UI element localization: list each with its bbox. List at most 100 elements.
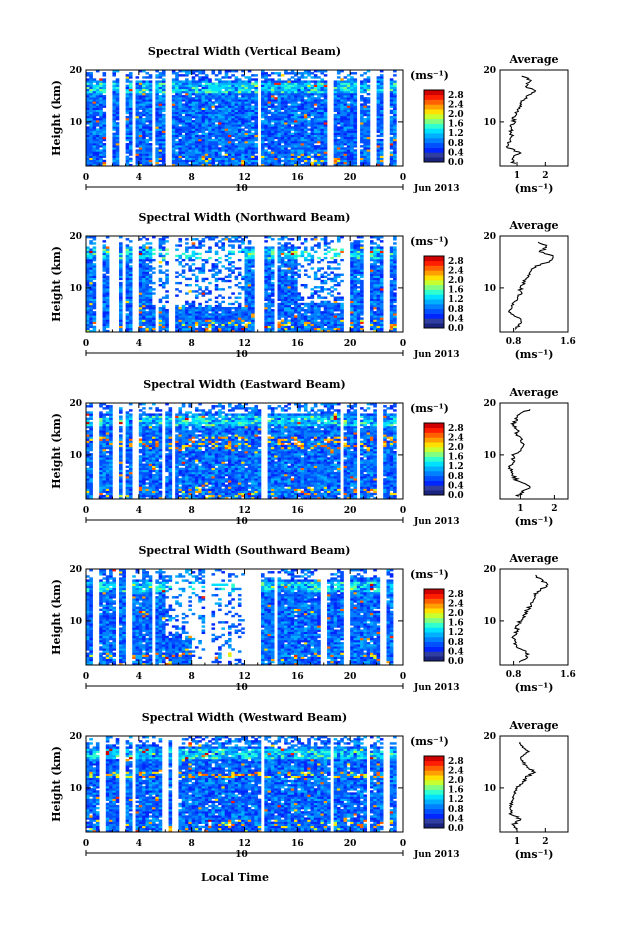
heatmap-cell [96, 105, 100, 107]
heatmap-cell [291, 101, 295, 103]
heatmap-cell [245, 126, 249, 128]
heatmap-cell [307, 101, 311, 103]
heatmap-cell [367, 122, 371, 124]
heatmap-cell [284, 105, 288, 107]
heatmap-cell [195, 103, 199, 105]
heatmap-cell [159, 97, 163, 99]
heatmap-cell [188, 151, 192, 153]
heatmap-cell [344, 133, 348, 135]
heatmap-cell [304, 72, 308, 74]
heatmap-cell [215, 271, 219, 273]
heatmap-cell [320, 158, 324, 160]
heatmap-cell [205, 288, 209, 290]
heatmap-cell [287, 158, 291, 160]
heatmap-cell [304, 93, 308, 95]
heatmap-cell [264, 72, 268, 74]
heatmap-cell [287, 105, 291, 107]
heatmap-cell [294, 89, 298, 91]
heatmap-cell [264, 91, 268, 93]
heatmap-cell [251, 257, 255, 259]
heatmap-cell [145, 126, 149, 128]
heatmap-cell [218, 118, 222, 120]
heatmap-cell [350, 162, 354, 164]
heatmap-cell [86, 151, 90, 153]
heatmap-cell [149, 276, 153, 278]
heatmap-cell [126, 137, 130, 139]
heatmap-cell [129, 116, 133, 118]
heatmap-cell [304, 315, 308, 317]
heatmap-cell [251, 255, 255, 257]
heatmap-cell [340, 110, 344, 112]
heatmap-cell [86, 319, 90, 321]
heatmap-cell [188, 105, 192, 107]
heatmap-cell [175, 126, 179, 128]
heatmap-cell [268, 311, 272, 313]
heatmap-cell [281, 246, 285, 248]
heatmap-cell [129, 122, 133, 124]
heatmap-cell [287, 101, 291, 103]
heatmap-cell [136, 122, 140, 124]
heatmap-cell [311, 80, 315, 82]
heatmap-cell [363, 156, 367, 158]
heatmap-cell [301, 253, 305, 255]
heatmap-cell [291, 114, 295, 116]
heatmap-cell [221, 131, 225, 133]
heatmap-cell [235, 83, 239, 85]
heatmap-cell [215, 297, 219, 299]
heatmap-cell [159, 139, 163, 141]
heatmap-cell [182, 110, 186, 112]
heatmap-cell [241, 286, 245, 288]
heatmap-cell [182, 122, 186, 124]
heatmap-cell [188, 83, 192, 85]
heatmap-cell [103, 249, 107, 251]
heatmap-cell [245, 267, 249, 269]
heatmap-cell [245, 87, 249, 89]
heatmap-cell [126, 156, 130, 158]
heatmap-cell [142, 162, 146, 164]
heatmap-cell [221, 122, 225, 124]
heatmap-cell [192, 322, 196, 324]
heatmap-cell [155, 116, 159, 118]
heatmap-cell [188, 122, 192, 124]
heatmap-cell [103, 80, 107, 82]
heatmap-cell [175, 103, 179, 105]
heatmap-cell [145, 131, 149, 133]
heatmap-cell [165, 322, 169, 324]
heatmap-cell [294, 303, 298, 305]
heatmap-cell [245, 149, 249, 151]
heatmap-cell [99, 87, 103, 89]
heatmap-cell [311, 91, 315, 93]
heatmap-cell [185, 292, 189, 294]
heatmap-cell [291, 317, 295, 319]
heatmap-cell [218, 91, 222, 93]
heatmap-cell [294, 249, 298, 251]
heatmap-cell [231, 271, 235, 273]
heatmap-cell [231, 328, 235, 330]
heatmap-cell [344, 80, 348, 82]
heatmap-cell [86, 315, 90, 317]
heatmap-cell [294, 301, 298, 303]
heatmap-cell [301, 145, 305, 147]
heatmap-cell [291, 238, 295, 240]
heatmap-cell [334, 118, 338, 120]
heatmap-cell [142, 319, 146, 321]
heatmap-cell [112, 124, 116, 126]
heatmap-cell [145, 265, 149, 267]
heatmap-cell [142, 108, 146, 110]
heatmap-cell [221, 143, 225, 145]
heatmap-cell [353, 137, 357, 139]
heatmap-cell [188, 99, 192, 101]
heatmap-cell [205, 328, 209, 330]
heatmap-cell [304, 137, 308, 139]
heatmap-cell [221, 158, 225, 160]
heatmap-cell [380, 122, 384, 124]
heatmap-cell [268, 246, 272, 248]
heatmap-cell [218, 124, 222, 126]
heatmap-cell [235, 99, 239, 101]
heatmap-cell [350, 108, 354, 110]
heatmap-cell [159, 240, 163, 242]
heatmap-cell [271, 143, 275, 145]
heatmap-cell [162, 124, 166, 126]
heatmap-cell [215, 309, 219, 311]
heatmap-cell [248, 297, 252, 299]
